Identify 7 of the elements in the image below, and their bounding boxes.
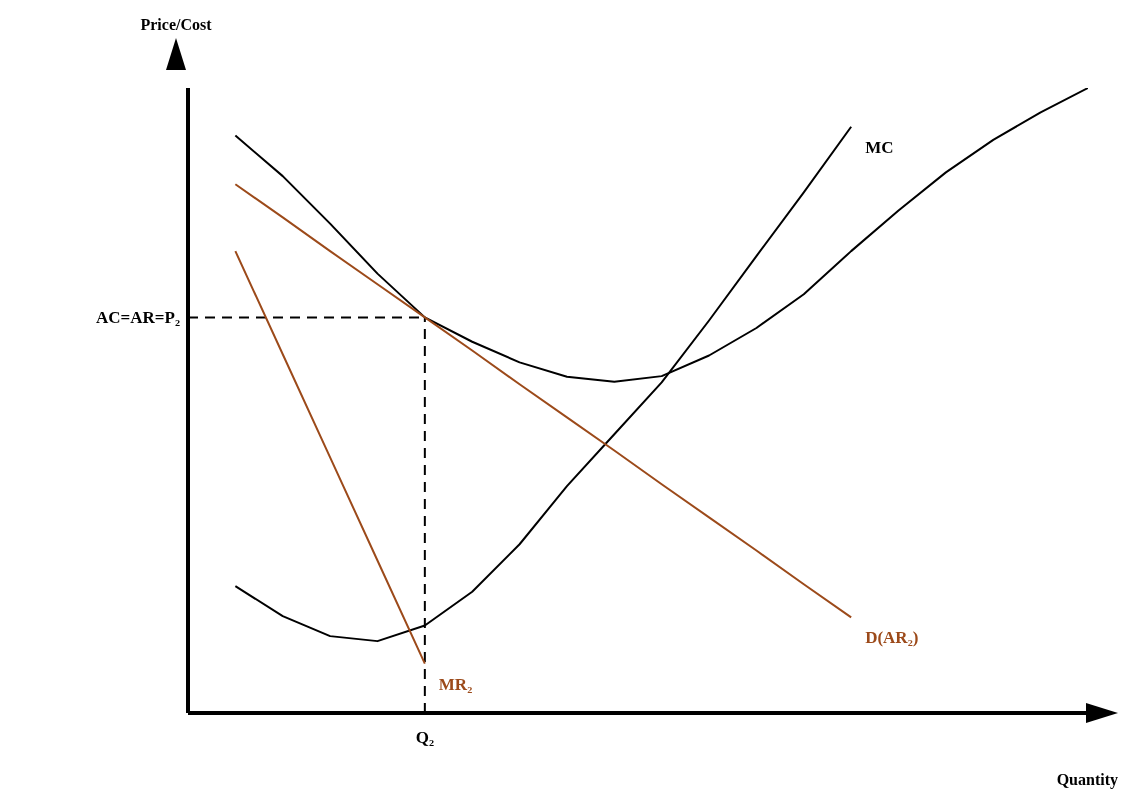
text: Q₂	[415, 728, 435, 747]
x-axis-title: Quantity	[1056, 771, 1118, 789]
series-label: D(AR₂)	[865, 628, 919, 648]
ref-line-label: AC=AR=P₂	[96, 308, 180, 328]
series-label: MC	[865, 137, 894, 157]
y-axis-title: Price/Cost	[140, 16, 213, 33]
series-label: MR₂	[438, 674, 473, 694]
